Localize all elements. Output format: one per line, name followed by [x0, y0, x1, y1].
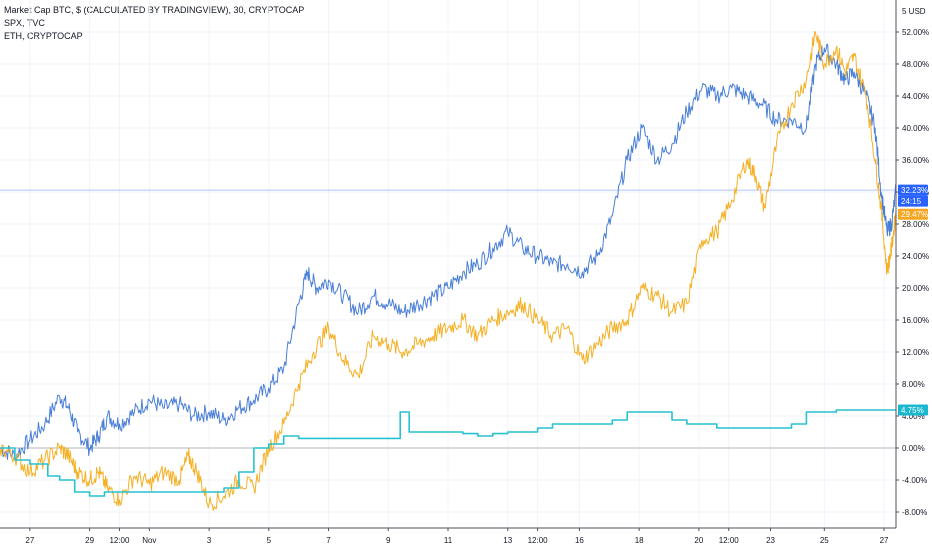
- x-tick-label: 16: [575, 536, 584, 545]
- y-tick-label: 28.00%: [902, 220, 929, 229]
- x-tick-label: 23: [766, 536, 775, 545]
- btc-last-value-text: 32.23%: [901, 186, 928, 195]
- y-tick-label: 24.00%: [902, 252, 929, 261]
- y-tick-label: 8.00%: [902, 380, 925, 389]
- x-tick-label: 12:00: [528, 536, 549, 545]
- last-value-badges: 32.23% 24:15 29.47% 4.75%: [898, 184, 928, 416]
- series-line-btc: [0, 43, 897, 463]
- x-tick-label: Nov: [142, 536, 156, 545]
- x-tick-label: 25: [820, 536, 829, 545]
- y-tick-label: 4.00%: [902, 412, 925, 421]
- series-line-spx: [0, 409, 896, 497]
- x-tick-label: 9: [386, 536, 391, 545]
- y-tick-label: 52.00%: [902, 28, 929, 37]
- y-tick-label: 12.00%: [902, 348, 929, 357]
- x-tick-label: 27: [880, 536, 889, 545]
- y-axis-unit-label: 5 USD: [902, 7, 926, 16]
- series-line-eth: [0, 31, 897, 511]
- eth-last-value-badge: [898, 208, 928, 220]
- y-tick-label: 40.00%: [902, 124, 929, 133]
- y-tick-label: 20.00%: [902, 284, 929, 293]
- x-tick-label: 13: [503, 536, 512, 545]
- x-tick-label: 11: [444, 536, 453, 545]
- x-tick-label: 12:00: [719, 536, 740, 545]
- spx-last-value-badge: [898, 404, 928, 416]
- series-lines: [0, 31, 897, 511]
- x-tick-label: 3: [207, 536, 212, 545]
- x-tick-label: 12:00: [109, 536, 130, 545]
- btc-last-value-badge: [898, 184, 928, 196]
- x-tick-label: 29: [85, 536, 94, 545]
- x-axis-ticks: 27 29 12:00 Nov 3 5 7 9 11 13 12:00 16 18 20 12:00 23 25…: [25, 528, 889, 545]
- y-tick-label: 48.00%: [902, 60, 929, 69]
- y-tick-label: 36.00%: [902, 156, 929, 165]
- y-tick-label: -4.00%: [902, 476, 927, 485]
- eth-last-value-text: 29.47%: [901, 210, 928, 219]
- x-tick-label: 5: [267, 536, 272, 545]
- x-tick-label: 27: [25, 536, 34, 545]
- spx-last-value-text: 4.75%: [901, 406, 924, 415]
- y-tick-label: 16.00%: [902, 316, 929, 325]
- btc-countdown-text: 24:15: [901, 197, 922, 206]
- legend-entry-eth: ETH, CRYPTOCAP: [4, 31, 83, 41]
- legend-entry-spx: SPX, TVC: [4, 18, 45, 28]
- x-tick-label: 20: [694, 536, 703, 545]
- y-tick-label: 0.00%: [902, 444, 925, 453]
- y-tick-label: -8.00%: [902, 508, 927, 517]
- x-tick-label: 7: [326, 536, 331, 545]
- grid-lines: [0, 0, 896, 528]
- y-axis-ticks: 52.00%48.00%44.00%40.00%36.00%32.00%28.0…: [896, 28, 929, 517]
- chart-legend: Market Cap BTC, $ (CALCULATED BY TRADING…: [4, 4, 304, 43]
- legend-entry-btc: Market Cap BTC, $ (CALCULATED BY TRADING…: [4, 5, 305, 15]
- btc-countdown-badge: [898, 195, 928, 207]
- x-tick-label: 18: [635, 536, 644, 545]
- y-tick-label: 44.00%: [902, 92, 929, 101]
